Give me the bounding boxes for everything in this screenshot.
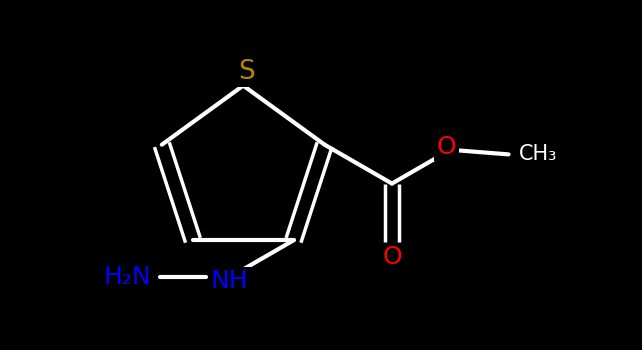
Text: O: O bbox=[437, 135, 456, 159]
Text: S: S bbox=[239, 58, 256, 85]
Text: O: O bbox=[382, 245, 402, 270]
Text: H₂N: H₂N bbox=[103, 265, 151, 289]
Text: NH: NH bbox=[211, 269, 248, 293]
Text: CH₃: CH₃ bbox=[519, 145, 557, 164]
